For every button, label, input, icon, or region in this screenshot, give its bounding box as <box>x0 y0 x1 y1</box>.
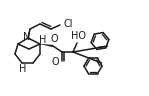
Text: H: H <box>19 64 27 74</box>
Text: HO: HO <box>70 31 86 41</box>
Text: O: O <box>51 57 59 67</box>
Text: N: N <box>23 33 31 43</box>
Text: O: O <box>50 34 58 44</box>
Text: Cl: Cl <box>64 19 73 29</box>
Polygon shape <box>40 44 53 47</box>
Text: H: H <box>39 35 47 45</box>
